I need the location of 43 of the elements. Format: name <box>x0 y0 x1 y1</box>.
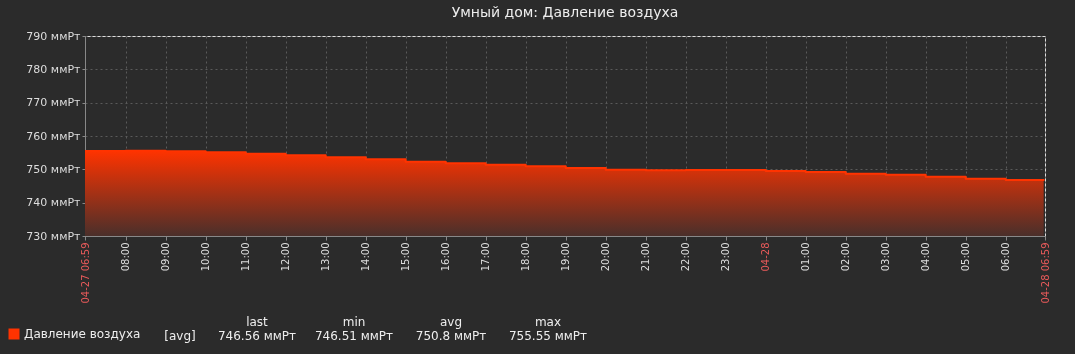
text: 746.51 ммРт <box>314 329 394 343</box>
y-tick-label: 770 ммРт <box>26 96 82 110</box>
x-tick-label: 22:00 <box>680 242 692 272</box>
y-tick-label: 740 ммРт <box>26 196 82 210</box>
chart-title: Умный дом: Давление воздуха <box>451 4 679 20</box>
x-tick-label: 05:00 <box>960 242 972 272</box>
x-tick-label: 02:00 <box>840 242 852 272</box>
x-tick-label: 16:00 <box>440 242 452 272</box>
y-tick-label: 790 ммРт <box>26 29 82 43</box>
text: [avg] <box>164 329 196 343</box>
text: max <box>534 315 562 329</box>
x-tick-label: 10:00 <box>200 242 212 272</box>
text: 750.8 ммРт <box>415 329 487 343</box>
x-tick-label: 18:00 <box>520 242 532 272</box>
x-tick-label: 15:00 <box>400 242 412 272</box>
x-tick-label: 23:00 <box>720 242 732 272</box>
x-tick-label: 13:00 <box>320 242 332 272</box>
x-tick-label: 12:00 <box>280 242 292 272</box>
text: avg <box>439 315 463 329</box>
text: min <box>342 315 366 329</box>
x-tick-label: 04:00 <box>920 242 932 272</box>
y-tick-label: 730 ммРт <box>26 229 82 243</box>
x-tick-label: 04-28 06:59 <box>1039 242 1051 304</box>
text: last <box>246 315 269 329</box>
x-tick-label: 03:00 <box>880 242 892 272</box>
x-tick-label: 06:00 <box>1000 242 1012 272</box>
legend-label: Давление воздуха <box>24 327 141 341</box>
x-tick-label: 20:00 <box>600 242 612 272</box>
x-tick-label: 14:00 <box>360 242 372 272</box>
x-tick-label: 11:00 <box>240 242 252 272</box>
x-tick-label: 19:00 <box>560 242 572 272</box>
x-tick-label: 04-27 06:59 <box>79 242 91 304</box>
x-tick-label: 09:00 <box>160 242 172 272</box>
text: 755.55 ммРт <box>508 329 588 343</box>
y-tick-label: 760 ммРт <box>26 129 82 143</box>
x-tick-label: 21:00 <box>640 242 652 272</box>
x-tick-label: 08:00 <box>120 242 132 272</box>
y-tick-label: 780 ммРт <box>26 62 82 76</box>
text: 746.56 ммРт <box>217 329 297 343</box>
x-tick-label: 17:00 <box>480 242 492 272</box>
x-tick-label: 01:00 <box>800 242 812 272</box>
x-tick-label: 04-28 <box>760 242 772 272</box>
y-tick-label: 750 ммРт <box>26 162 82 176</box>
